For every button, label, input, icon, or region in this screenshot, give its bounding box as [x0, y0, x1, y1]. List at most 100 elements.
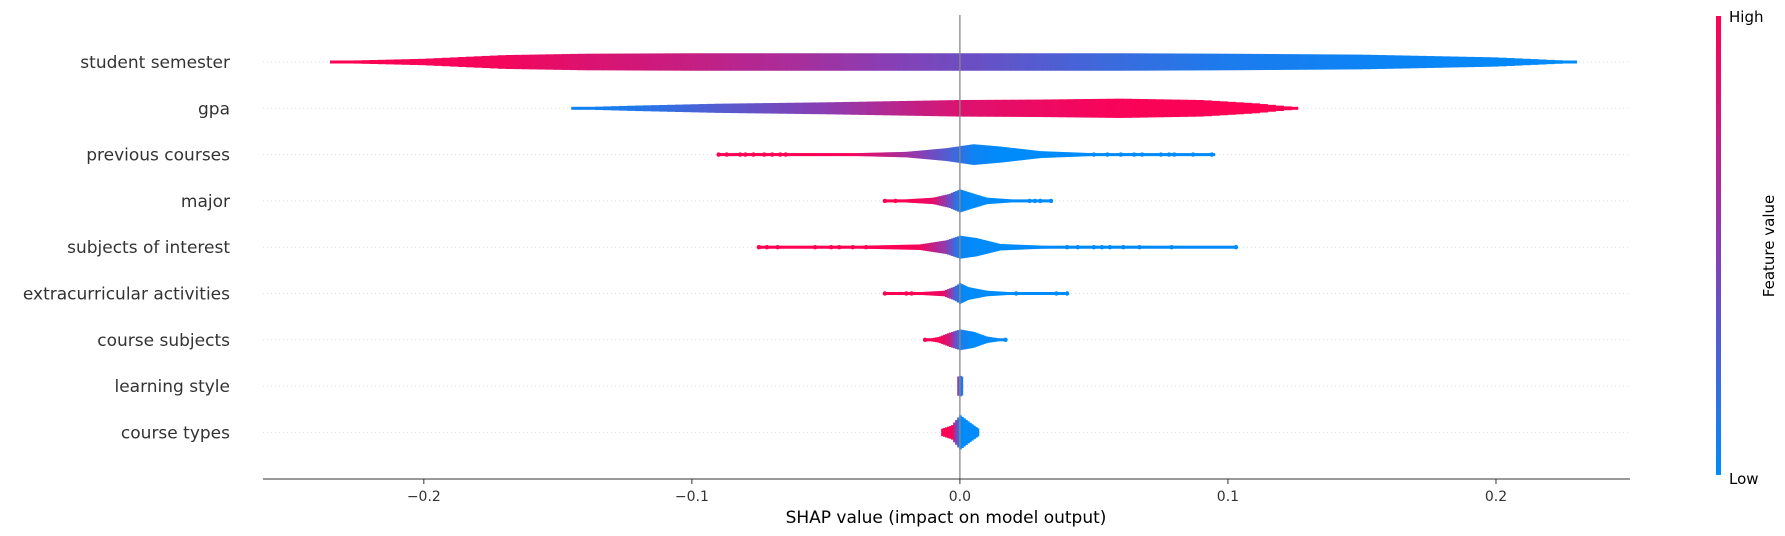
violin-segment	[1027, 99, 1036, 117]
violin-segment	[932, 242, 936, 253]
violin-segment	[820, 153, 824, 157]
violin-segment	[776, 153, 780, 157]
violin-segment	[946, 194, 950, 208]
violin-segment	[852, 153, 856, 157]
violin-segment	[938, 148, 942, 161]
violin-segment	[658, 53, 667, 71]
violin-segment	[930, 149, 934, 160]
violin-segment	[948, 193, 952, 209]
violin-segment	[1206, 245, 1210, 249]
violin-segment	[1028, 292, 1032, 295]
violin-segment	[894, 152, 898, 158]
outlier-point	[1121, 245, 1126, 250]
violin-segment	[1002, 198, 1006, 203]
violin-segment	[1059, 99, 1068, 118]
violin-segment	[490, 55, 499, 69]
outlier-point	[1137, 245, 1142, 250]
violin-segment	[980, 196, 984, 206]
violin-segment	[330, 60, 339, 64]
violin-segment	[1554, 60, 1563, 64]
violin-segment	[884, 245, 888, 250]
violin-segment	[1018, 292, 1022, 295]
violin-segment	[378, 59, 387, 65]
violin-segment	[1064, 152, 1068, 158]
violin-segment	[981, 334, 984, 345]
violin-segment	[1034, 292, 1038, 295]
violin-segment	[980, 239, 984, 255]
violin-segment	[1030, 292, 1034, 295]
violin-segment	[482, 55, 491, 69]
violin-segment	[691, 104, 700, 113]
violin-segment	[924, 198, 928, 204]
violin-segment	[794, 245, 798, 249]
violin-segment	[970, 144, 974, 165]
violin-segment	[1042, 199, 1046, 203]
violin-segment	[1124, 245, 1128, 249]
violin-segment	[910, 151, 914, 158]
violin-segment	[1142, 245, 1146, 249]
violin-segment	[890, 292, 894, 295]
violin-segment	[1230, 245, 1234, 249]
violin-segment	[1076, 152, 1080, 157]
violin-segment	[402, 59, 411, 65]
violin-segment	[848, 153, 852, 157]
violin-segment	[955, 419, 958, 445]
violin-segment	[928, 197, 932, 204]
violin-segment	[1222, 245, 1226, 249]
violin-segment	[978, 195, 982, 207]
violin-segment	[928, 291, 932, 296]
violin-segment	[1088, 245, 1092, 249]
violin-segment	[850, 153, 854, 157]
violin-segment	[780, 245, 784, 249]
violin-segment	[1158, 245, 1162, 249]
violin-segment	[1084, 152, 1088, 157]
violin-segment	[990, 145, 994, 164]
violin-segment	[1016, 199, 1020, 203]
violin-segment	[888, 199, 892, 203]
outlier-point	[775, 245, 780, 250]
violin-segment	[883, 101, 892, 116]
violin-segment	[778, 245, 782, 249]
violin-segment	[1006, 147, 1010, 162]
violin-segment	[986, 240, 990, 254]
violin-segment	[976, 289, 980, 298]
violin-segment	[904, 244, 908, 250]
violin-segment	[923, 100, 932, 117]
violin-segment	[1036, 150, 1040, 159]
violin-segment	[984, 290, 988, 297]
violin-segment	[466, 56, 475, 68]
outlier-point	[764, 245, 770, 250]
outlier-point	[882, 198, 888, 204]
violin-segment	[960, 284, 964, 303]
violin-segment	[772, 245, 776, 249]
violin-segment	[954, 285, 958, 302]
violin-segment	[739, 103, 748, 114]
violin-segment	[904, 151, 908, 158]
violin-segment	[896, 152, 900, 158]
violin-segment	[898, 152, 902, 158]
violin-segment	[951, 425, 954, 440]
violin-segment	[818, 53, 827, 71]
violin-segment	[846, 153, 850, 157]
violin-segment	[995, 99, 1004, 117]
violin-segment	[1070, 152, 1074, 157]
violin-segment	[803, 102, 812, 115]
violin-segment	[876, 152, 880, 157]
violin-segment	[988, 145, 992, 164]
violin-segment	[896, 244, 900, 250]
violin-segment	[1020, 244, 1024, 250]
violin-segment	[1044, 199, 1048, 203]
violin-segment	[1014, 199, 1018, 203]
violin-segment	[554, 54, 563, 70]
violin-segment	[974, 194, 978, 208]
violin-segment	[1124, 153, 1128, 157]
violin-segment	[986, 145, 990, 164]
violin-segment	[872, 245, 876, 249]
violin-segment	[1227, 101, 1236, 115]
violin-segment	[802, 153, 806, 157]
feature-label: learning style	[114, 377, 230, 397]
violin-segment	[698, 53, 707, 71]
violin-segment	[1102, 153, 1106, 157]
violin-segment	[934, 291, 938, 296]
